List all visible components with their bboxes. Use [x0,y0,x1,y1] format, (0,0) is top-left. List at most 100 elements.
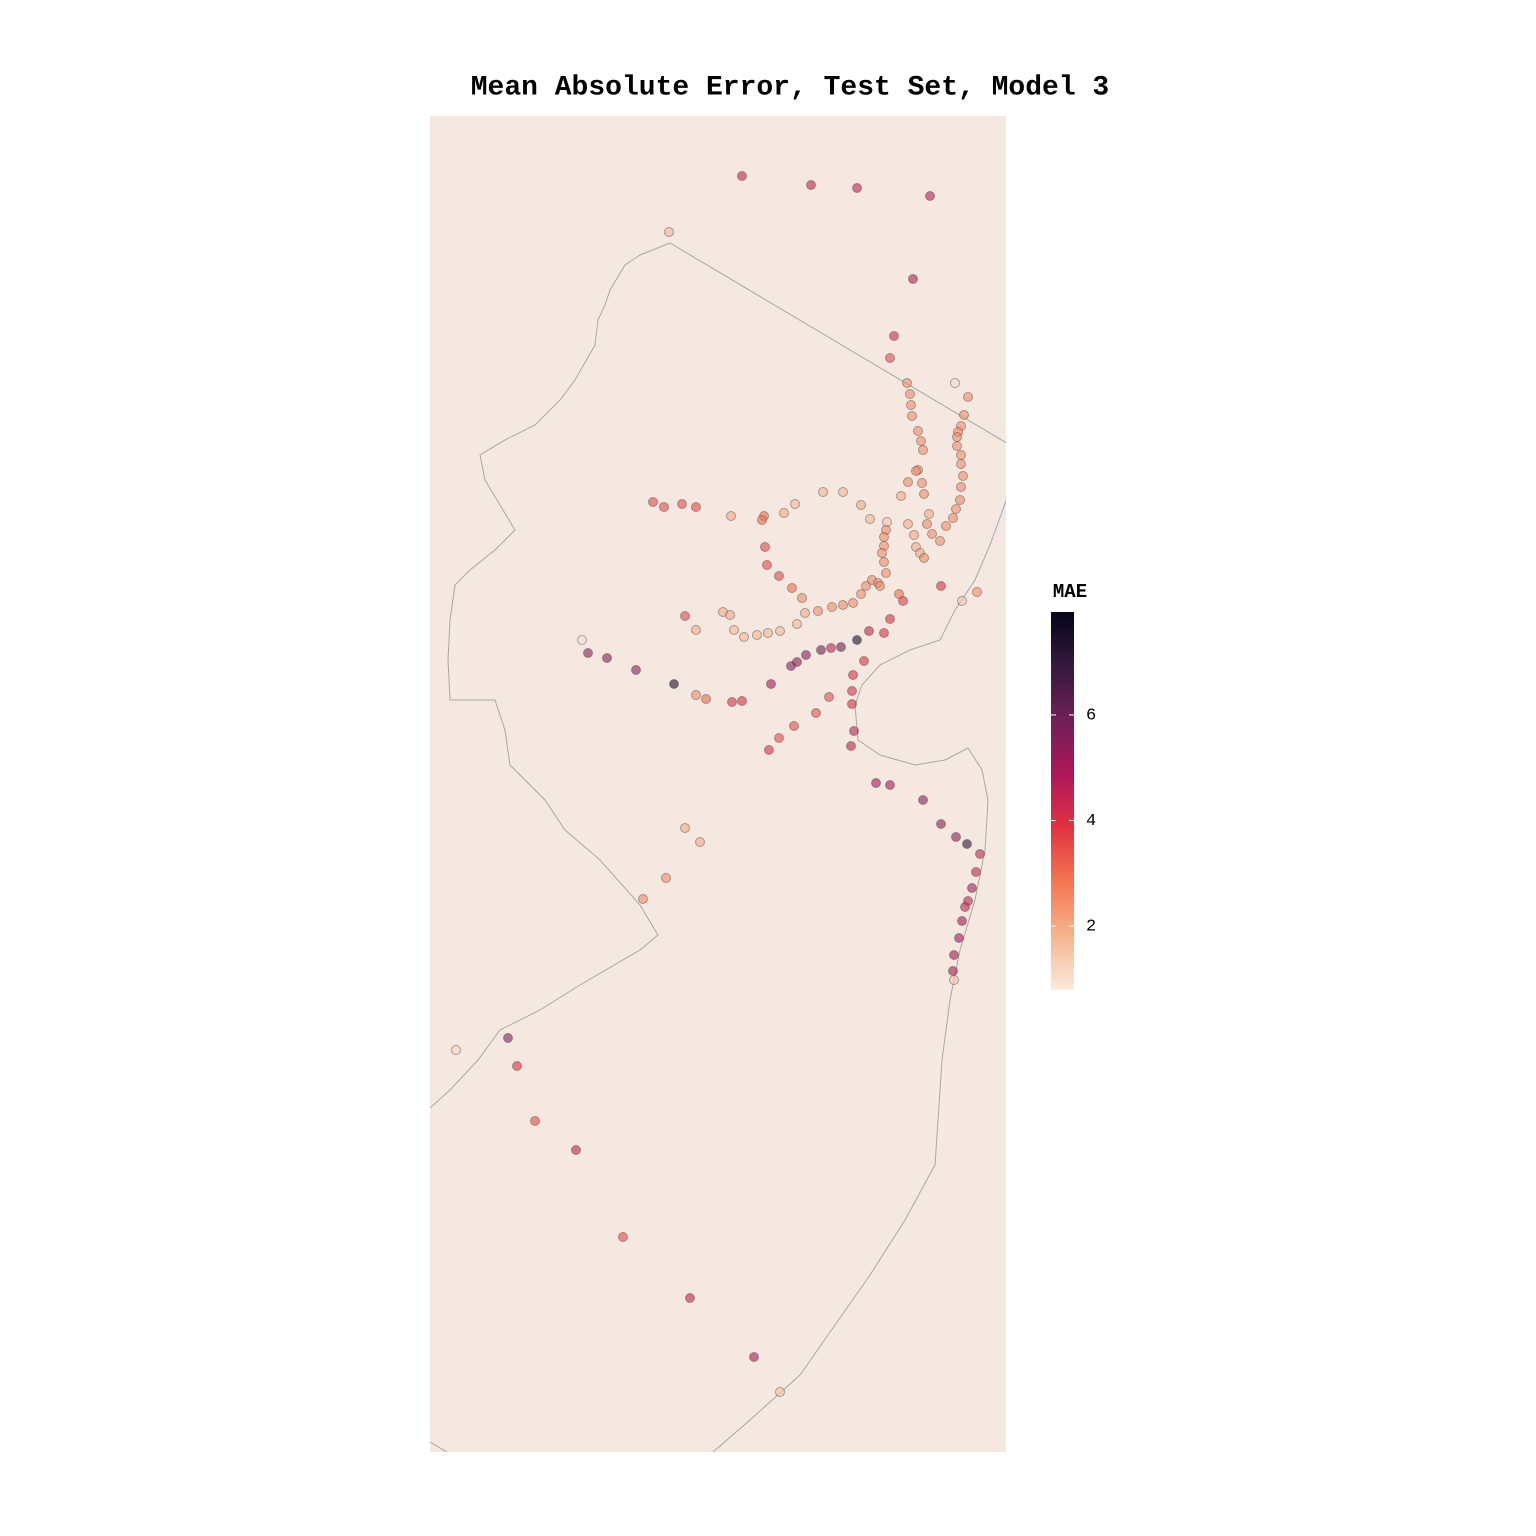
point [950,378,960,388]
point [691,625,701,635]
state-border [669,242,1006,444]
point [941,521,951,531]
point [919,489,929,499]
point [905,389,915,399]
point [846,741,856,751]
point [638,894,648,904]
point [752,630,762,640]
point [936,819,946,829]
point [775,1387,785,1397]
point [962,839,972,849]
point [577,635,587,645]
point [871,778,881,788]
point [737,696,747,706]
point [530,1116,540,1126]
point [919,553,929,563]
point [861,581,871,591]
point [971,867,981,877]
point [881,568,891,578]
point [911,466,921,476]
point [889,331,899,341]
point [806,180,816,190]
point [951,504,961,514]
map-background [430,116,1006,1452]
point [824,692,834,702]
point [902,378,912,388]
point [917,478,927,488]
point [959,410,969,420]
point [847,686,857,696]
state-outline [430,1441,448,1452]
point [763,628,773,638]
point [737,171,747,181]
point [885,780,895,790]
point [757,515,767,525]
points [451,171,985,1397]
point [725,610,735,620]
point [954,933,964,943]
point [669,679,679,689]
point [760,542,770,552]
colorbar-tick-label: 2 [1086,918,1096,937]
point [859,656,869,666]
chart-title: Mean Absolute Error, Test Set, Model 3 [471,72,1110,103]
point [948,966,958,976]
point [618,1232,628,1242]
point [972,587,982,597]
point [827,602,837,612]
point [800,608,810,618]
point [894,589,904,599]
point [838,487,848,497]
point [792,657,802,667]
point [936,581,946,591]
point [677,499,687,509]
point [818,487,828,497]
point [852,183,862,193]
point [779,508,789,518]
point [685,1293,695,1303]
point [949,975,959,985]
point [648,497,658,507]
point [922,519,932,529]
point [727,697,737,707]
point [764,745,774,755]
point [918,795,928,805]
point [958,471,968,481]
point [701,694,711,704]
point [838,600,848,610]
point [847,699,857,709]
point [836,642,846,652]
point [865,514,875,524]
colorbar-tick-label: 4 [1086,812,1096,831]
point [967,883,977,893]
point [512,1061,522,1071]
point [963,392,973,402]
point [726,511,736,521]
point [903,477,913,487]
colorbar-tick-label: 6 [1086,706,1096,725]
point [797,593,807,603]
point [691,690,701,700]
point [631,665,641,675]
point [957,596,967,606]
point [503,1033,513,1043]
point [918,445,928,455]
point [775,626,785,636]
point [792,619,802,629]
point [975,849,985,859]
point [898,596,908,606]
point [856,589,866,599]
point [955,495,965,505]
point [826,643,836,653]
point [925,191,935,201]
point [952,432,962,442]
point [762,560,772,570]
point [879,628,889,638]
point [913,426,923,436]
point [749,1352,759,1362]
point [960,902,970,912]
point [787,583,797,593]
coastline [712,499,1006,1452]
